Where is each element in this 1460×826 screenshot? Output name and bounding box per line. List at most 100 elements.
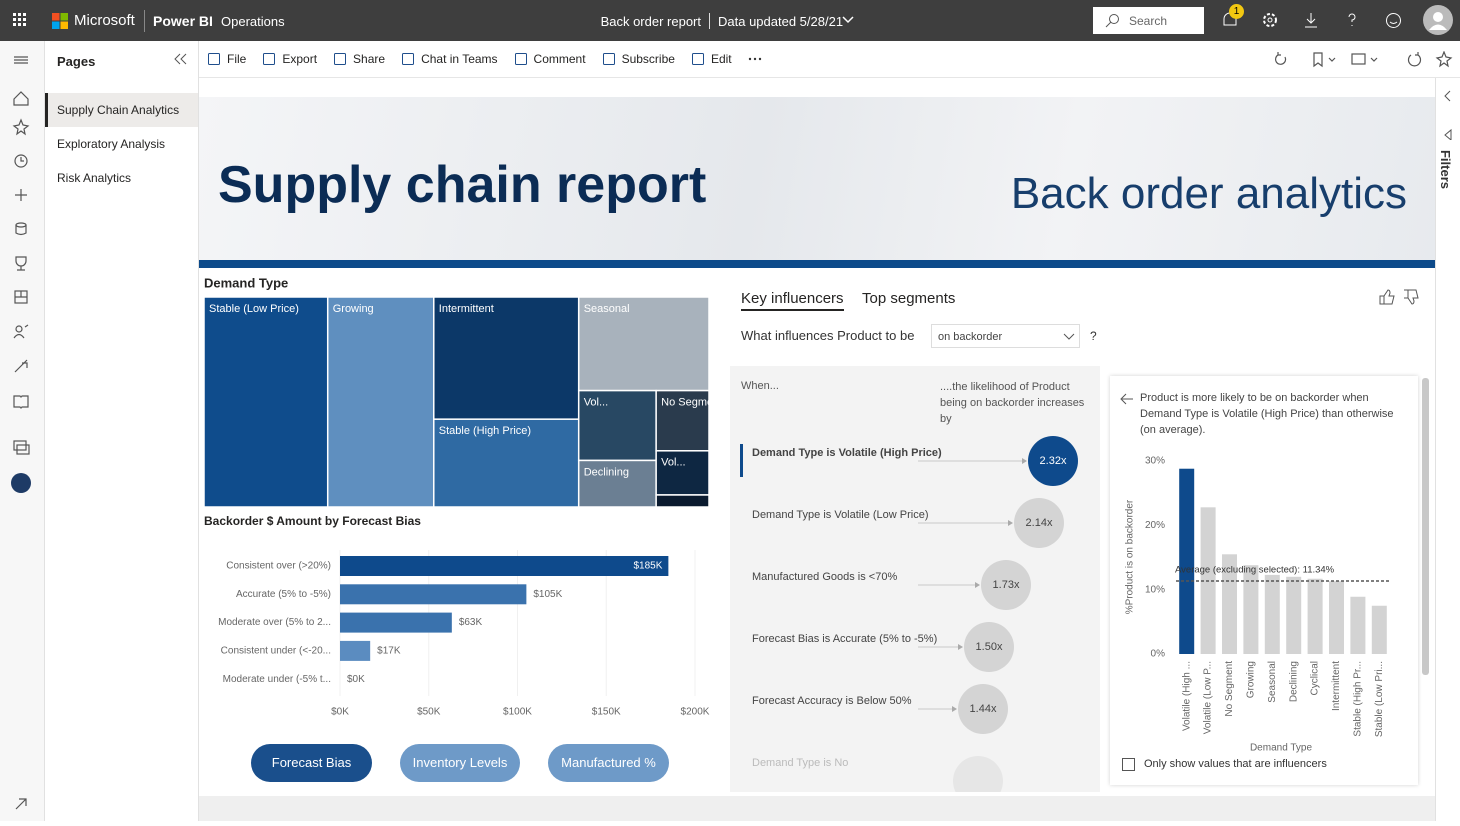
toolbar-label: Subscribe — [621, 52, 675, 66]
y-tick-label: Moderate over (5% to 2... — [218, 617, 331, 628]
slicer-button[interactable]: Inventory Levels — [400, 744, 520, 782]
toolbar-label: Export — [282, 52, 318, 66]
bubble-value: 2.14x — [1026, 517, 1053, 529]
page-item-label: Exploratory Analysis — [57, 137, 166, 151]
treemap-cell — [655, 494, 710, 508]
toolbar-right[interactable] — [1273, 51, 1453, 69]
influencer-label[interactable]: Demand Type is No — [752, 757, 849, 769]
collapse[interactable] — [173, 53, 187, 65]
bar — [1350, 596, 1366, 654]
bar — [1371, 605, 1387, 654]
toolbar-item[interactable]: Edit — [691, 52, 732, 66]
search-placeholder: Search — [1129, 14, 1168, 28]
ki-dropdown[interactable]: on backorder — [931, 324, 1080, 348]
ki-help[interactable]: ? — [1090, 329, 1097, 343]
slicer-button[interactable]: Forecast Bias — [251, 744, 372, 782]
app-launcher[interactable] — [13, 13, 27, 27]
toolbar-item[interactable]: Export — [262, 52, 317, 66]
banner-rule — [199, 260, 1435, 268]
y-tick-label: 20% — [1145, 520, 1165, 531]
treemap-label: Intermittent — [439, 303, 494, 315]
download[interactable] — [1303, 12, 1319, 28]
treemap-label: Stable (High Price) — [439, 425, 531, 437]
x-tick-label: $150K — [592, 707, 621, 718]
toolbar-item[interactable]: Chat in Teams — [401, 52, 498, 66]
slicer-button[interactable]: Manufactured % — [548, 744, 669, 782]
bubble-value: 1.73x — [993, 579, 1020, 591]
y-tick-label: 0% — [1151, 649, 1166, 660]
toolbar-label: Edit — [710, 52, 732, 66]
checkbox[interactable] — [1122, 758, 1135, 771]
toolbar: File Export Share Chat in Teams Comment Subsc… — [199, 41, 1460, 78]
page-item[interactable]: Supply Chain Analytics — [45, 93, 198, 127]
page-item-label: Risk Analytics — [57, 171, 132, 185]
treemap-cell — [577, 389, 657, 462]
value-label: $105K — [533, 589, 562, 600]
banner-subtitle: Back order analytics — [1010, 169, 1407, 218]
treemap-cell — [433, 296, 580, 420]
treemap-cell — [433, 418, 580, 508]
x-tick-label: Growing — [1246, 661, 1257, 698]
page-item-label: Supply Chain Analytics — [57, 103, 180, 117]
filters-pane[interactable]: Filters — [1435, 78, 1460, 821]
x-tick-label: Stable (Low Pri... — [1374, 661, 1385, 737]
brand: Microsoft — [74, 12, 135, 29]
treemap-label: Growing — [333, 303, 374, 315]
toolbar-item[interactable]: Comment — [514, 52, 586, 66]
treemap-label: No Segment — [661, 397, 722, 409]
page-list: Supply Chain Analytics Exploratory Analys… — [45, 93, 198, 195]
arrow — [1022, 458, 1027, 464]
feedback[interactable] — [1385, 12, 1402, 29]
value-label: $185K — [633, 561, 662, 572]
settings[interactable] — [1262, 12, 1278, 28]
report-name: Back order report — [600, 14, 701, 29]
bar — [1329, 581, 1344, 654]
x-tick-label: No Segment — [1224, 661, 1235, 717]
x-tick-label: Declining — [1288, 661, 1299, 702]
ki-bubbles: 2.32x 2.14x 1.73x 1.50x 1.44x — [918, 436, 1078, 792]
treemap-label: Declining — [584, 466, 629, 478]
scrollbar[interactable] — [1422, 378, 1429, 675]
arrow — [1008, 520, 1013, 526]
search-box[interactable]: Search — [1093, 7, 1204, 34]
avatar[interactable] — [1423, 5, 1453, 35]
chevron[interactable] — [842, 16, 854, 24]
treemap-cell — [203, 296, 329, 508]
toolbar-item[interactable]: File — [207, 52, 246, 66]
more[interactable] — [748, 57, 762, 61]
thumbs[interactable] — [1378, 288, 1420, 306]
bar — [1264, 574, 1280, 654]
influencer-label[interactable]: Manufactured Goods is <70% — [752, 571, 898, 583]
workspace[interactable]: Operations — [221, 14, 285, 29]
ki-panel: When... ....the likelihood of Product be… — [730, 366, 1100, 792]
y-tick-label: Accurate (5% to -5%) — [236, 589, 331, 600]
influencer-label[interactable]: Forecast Accuracy is Below 50% — [752, 695, 912, 707]
checkbox-label: Only show values that are influencers — [1144, 758, 1327, 770]
tab[interactable]: Top segments — [862, 290, 956, 307]
x-axis-label: Demand Type — [1250, 743, 1313, 754]
treemap-label: Seasonal — [584, 303, 630, 315]
x-tick-label: $0K — [331, 707, 349, 718]
bubble — [953, 756, 1003, 792]
tab-active[interactable]: Key influencers — [741, 290, 844, 311]
bubble — [964, 622, 1014, 672]
influencer-label[interactable]: Forecast Bias is Accurate (5% to -5%) — [752, 633, 938, 645]
banner-title: Supply chain report — [218, 156, 707, 214]
top-bar: Microsoft Power BI Operations Back order… — [0, 0, 1460, 41]
product[interactable]: Power BI — [153, 13, 213, 29]
toolbar-item[interactable]: Share — [333, 52, 385, 66]
help[interactable] — [1344, 12, 1360, 28]
ki-question: What influences Product to be — [741, 328, 915, 343]
influencer-label[interactable]: Demand Type is Volatile (Low Price) — [752, 509, 929, 521]
toolbar-label: Comment — [533, 52, 586, 66]
x-tick-label: $200K — [681, 707, 710, 718]
treemap-cell — [577, 459, 657, 508]
data-updated[interactable]: Data updated 5/28/21 — [718, 14, 844, 29]
y-tick-label: 10% — [1145, 584, 1165, 595]
page-item[interactable]: Risk Analytics — [45, 161, 198, 195]
toolbar-item[interactable]: Subscribe — [602, 52, 675, 66]
page-item[interactable]: Exploratory Analysis — [45, 127, 198, 161]
chart-title: Demand Type — [204, 275, 288, 290]
